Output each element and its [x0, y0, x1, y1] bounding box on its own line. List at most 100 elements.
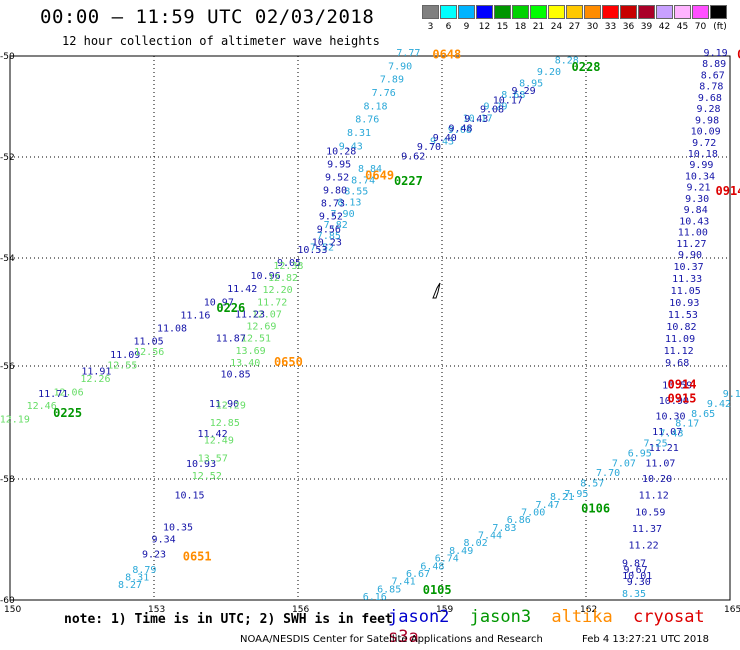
swh-value: 7.07 [612, 458, 636, 469]
swh-value: 7.25 [644, 439, 668, 450]
swh-value: 12.85 [210, 418, 240, 429]
lon-tick-label: 153 [148, 605, 165, 615]
swh-value: 10.30 [655, 412, 685, 423]
colorbar-units: (ft) [713, 22, 727, 32]
swh-value: 9.90 [678, 250, 702, 261]
swh-value: 9.42 [707, 399, 731, 410]
colorbar-swatch [476, 5, 493, 19]
swh-value: 7.70 [596, 468, 620, 479]
colorbar-swatch [458, 5, 475, 19]
swh-value: 8.67 [701, 70, 725, 81]
swh-value: 10.90 [659, 396, 689, 407]
swh-value: 8.55 [344, 187, 368, 198]
swh-value: 12.56 [134, 347, 164, 358]
swh-value: 6.85 [377, 584, 401, 595]
legend-cryosat: cryosat [633, 607, 705, 627]
swh-value: 9.43 [339, 141, 363, 152]
swh-value: 10.82 [666, 322, 696, 333]
colorbar-swatch [494, 5, 511, 19]
swh-value: 8.95 [519, 79, 543, 90]
swh-value: 12.69 [246, 322, 276, 333]
swh-value: 11.23 [235, 309, 265, 320]
swh-value: 6.74 [435, 554, 459, 565]
swh-value: 8.31 [125, 572, 149, 583]
colorbar-swatch [638, 5, 655, 19]
swh-value: 11.00 [678, 228, 708, 239]
swh-value: 9.05 [277, 258, 301, 269]
swh-value: 7.90 [388, 61, 412, 72]
swh-value: 8.78 [699, 82, 723, 93]
swh-value: 8.28 [555, 56, 579, 67]
colorbar-swatch [674, 5, 691, 19]
pass-label: 0650 [274, 355, 303, 369]
colorbar-swatch [656, 5, 673, 19]
swh-value: 10.18 [688, 149, 718, 160]
swh-value: 11.09 [110, 350, 140, 361]
swh-value: 11.71 [38, 389, 68, 400]
pass-label: 0915 [668, 392, 697, 406]
legend-s3a: s3a [388, 627, 419, 647]
swh-value: 9.30 [685, 194, 709, 205]
swh-value: 7.83 [492, 523, 516, 534]
colorbar-label: 42 [658, 22, 671, 32]
colorbar-label: 6 [445, 22, 452, 32]
pass-label: 0226 [216, 301, 245, 315]
pass-label: 0227 [394, 174, 423, 188]
swh-value: 6.67 [406, 569, 430, 580]
pass-label: 0914 [668, 378, 697, 392]
colorbar-label: 12 [478, 22, 491, 32]
timestamp-text: Feb 4 13:27:21 UTC 2018 [582, 634, 709, 645]
credit-text: NOAA/NESDIS Center for Satellite Applica… [240, 634, 543, 645]
colorbar-label: 18 [514, 22, 527, 32]
footer-note: note: 1) Time is in UTC; 2) SWH is in fe… [64, 612, 393, 627]
swh-value: 7.90 [331, 209, 355, 220]
swh-value: 9.70 [417, 142, 441, 153]
swh-value: 6.86 [507, 515, 531, 526]
swh-value: 8.02 [464, 538, 488, 549]
swh-value: 8.65 [691, 409, 715, 420]
swh-value: 12.06 [54, 387, 84, 398]
swh-value: 9.30 [627, 577, 651, 588]
swh-value: 12.46 [27, 401, 57, 412]
swh-value: 13.69 [236, 346, 266, 357]
swh-value: 9.34 [152, 535, 176, 546]
pass-label: 0106 [581, 501, 610, 515]
swh-value: 6.16 [363, 592, 387, 603]
swh-value: 7.82 [324, 220, 348, 231]
lat-tick-label: -56 [0, 362, 15, 372]
swh-value: 12.20 [263, 285, 293, 296]
swh-value: 9.23 [142, 550, 166, 561]
swh-value: 7.95 [564, 489, 588, 500]
swh-value: 11.12 [664, 346, 694, 357]
swh-value: 10.93 [186, 459, 216, 470]
lat-tick-label: -58 [0, 475, 15, 485]
swh-value: 11.27 [676, 239, 706, 250]
swh-value: 9.43 [430, 136, 454, 147]
swh-value: 9.56 [317, 224, 341, 235]
swh-value: 10.28 [326, 146, 356, 157]
swh-value: 11.37 [632, 524, 662, 535]
swh-value: 10.01 [622, 571, 652, 582]
swh-value: 8.17 [675, 419, 699, 430]
swh-value: 11.09 [665, 334, 695, 345]
swh-value: 7.44 [478, 531, 502, 542]
swh-value: 10.93 [669, 298, 699, 309]
chart-title: 00:00 – 11:59 UTC 02/03/2018 [40, 6, 375, 28]
swh-value: 8.13 [337, 198, 361, 209]
colorbar-swatch [584, 5, 601, 19]
swh-value: 8.76 [355, 115, 379, 126]
swh-value: 9.99 [689, 160, 713, 171]
swh-value: 9.19 [704, 48, 728, 59]
pass-label: 0228 [572, 60, 601, 74]
swh-value: 8.79 [132, 565, 156, 576]
swh-value: 12.55 [107, 360, 137, 371]
colorbar-label: 39 [640, 22, 653, 32]
swh-value: 10.09 [691, 127, 721, 138]
swh-value: 8.35 [622, 589, 646, 600]
swh-value: 10.59 [635, 507, 665, 518]
swh-value: 7.41 [392, 577, 416, 588]
pass-label: 0914 [716, 184, 740, 198]
colorbar-label: 9 [463, 22, 470, 32]
swh-value: 12.52 [192, 471, 222, 482]
swh-value: 12.38 [273, 261, 303, 272]
